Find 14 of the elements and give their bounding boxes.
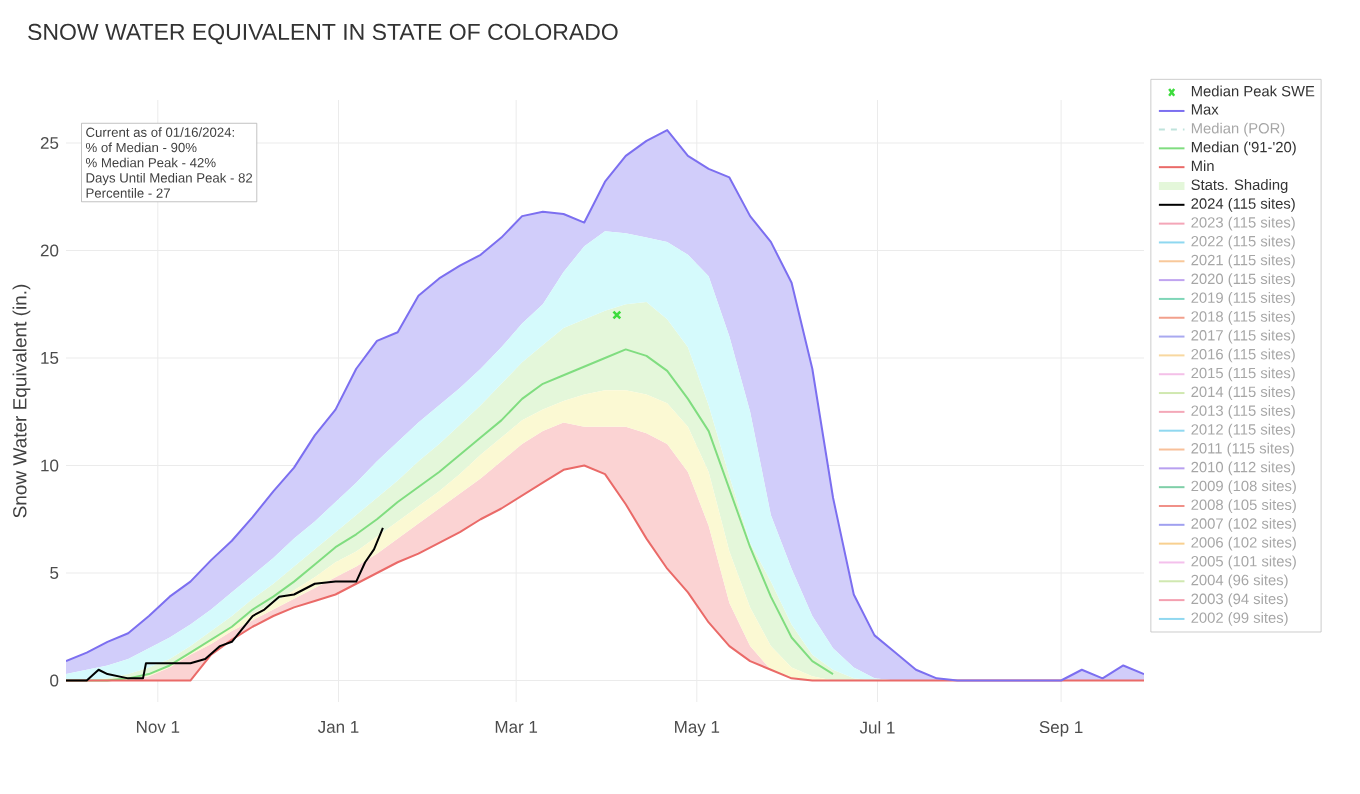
x-tick-label: Nov 1 (136, 721, 180, 733)
x-tick-label: Jul 1 (859, 721, 895, 734)
y-tick-label: 0 (50, 674, 59, 687)
chart-title: SNOW WATER EQUIVALENT IN STATE OF COLORADO (28, 23, 618, 45)
y-tick-label: 20 (40, 244, 59, 257)
y-tick-label: 15 (41, 352, 59, 364)
x-tick-label: Sep 1 (1039, 721, 1083, 737)
y-axis-title: Snow Water Equivalent (in.) (12, 284, 31, 518)
y-tick-label: 5 (50, 567, 59, 579)
x-tick-label: Jan 1 (317, 721, 359, 733)
x-tick-label: Mar 1 (495, 721, 538, 733)
y-tick-label: 10 (41, 459, 59, 472)
x-tick-label: May 1 (675, 721, 720, 737)
y-tick-label: 25 (40, 137, 59, 150)
